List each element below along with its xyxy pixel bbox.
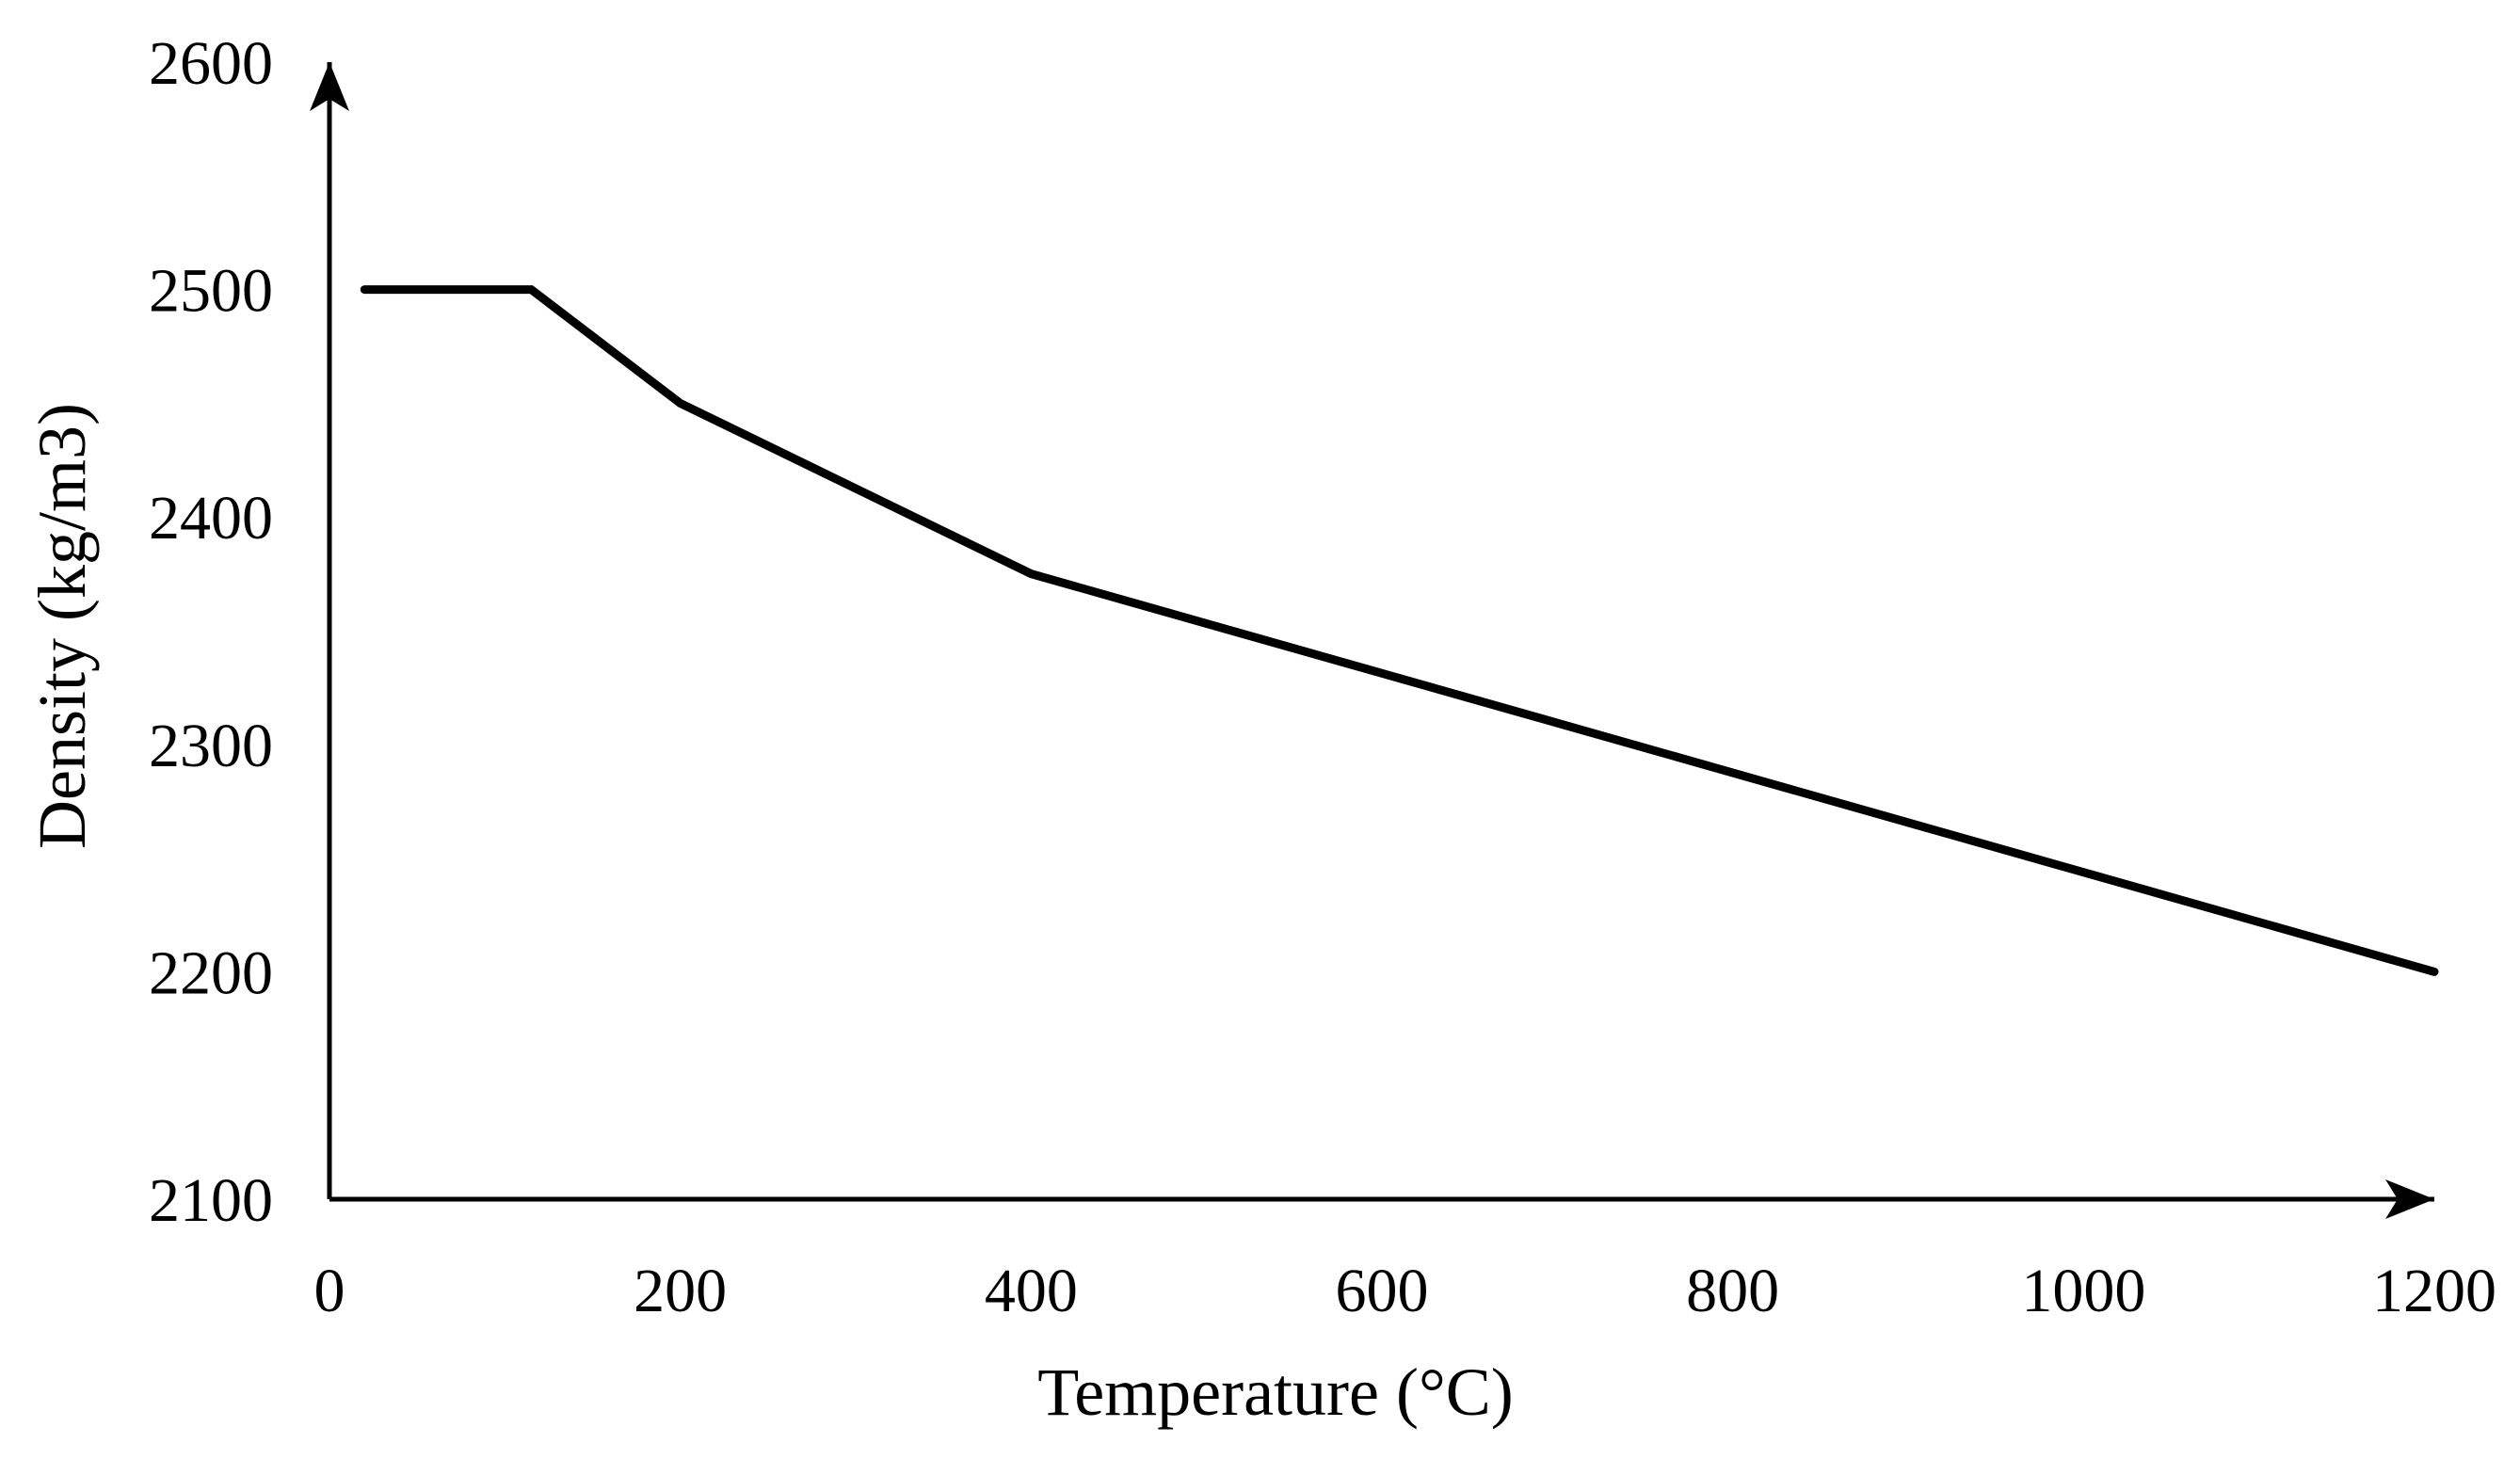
- x-tick-label-600: 600: [1336, 1257, 1429, 1325]
- y-axis-title: Density (kg/m3): [24, 403, 100, 849]
- x-tick-label-800: 800: [1686, 1257, 1779, 1325]
- y-tick-label-2100: 2100: [149, 1166, 273, 1235]
- x-tick-label-400: 400: [985, 1257, 1078, 1325]
- y-tick-label-2300: 2300: [149, 712, 273, 780]
- x-tick-label-1200: 1200: [2372, 1257, 2496, 1325]
- y-tick-label-2400: 2400: [149, 484, 273, 553]
- y-axis-arrow-icon: [310, 62, 349, 111]
- y-tick-label-2200: 2200: [149, 938, 273, 1007]
- x-axis-arrow-icon: [2385, 1179, 2434, 1219]
- x-tick-label-200: 200: [634, 1257, 727, 1325]
- x-tick-label-0: 0: [314, 1257, 345, 1325]
- y-tick-label-2500: 2500: [149, 257, 273, 326]
- x-axis-title: Temperature (°C): [1037, 1355, 1514, 1430]
- y-tick-label-2600: 2600: [149, 29, 273, 98]
- x-tick-label-1000: 1000: [2021, 1257, 2145, 1325]
- series-line-density: [360, 285, 2439, 976]
